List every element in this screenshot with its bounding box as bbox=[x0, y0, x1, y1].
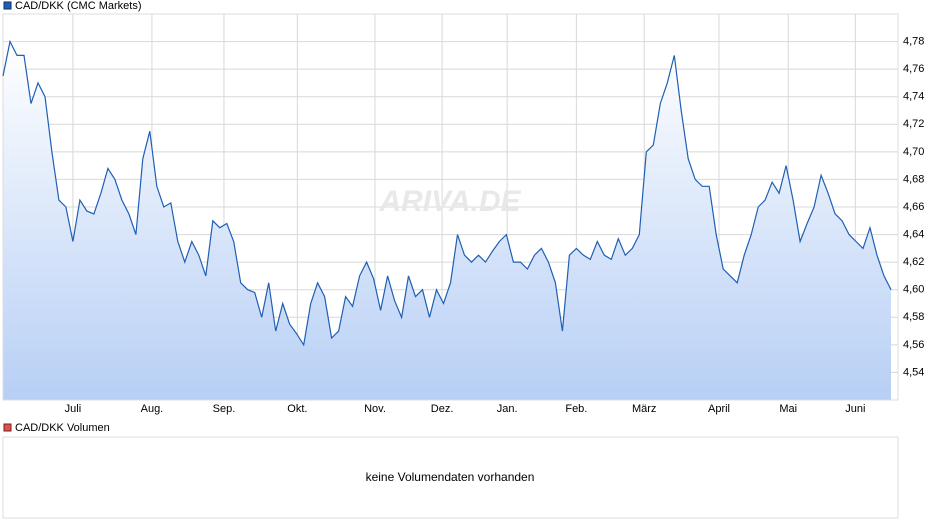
legend-label: CAD/DKK (CMC Markets) bbox=[15, 0, 142, 12]
y-tick-label: 4,58 bbox=[903, 311, 924, 323]
y-tick-label: 4,56 bbox=[903, 339, 924, 351]
y-tick-label: 4,66 bbox=[903, 201, 924, 213]
area bbox=[3, 41, 891, 400]
legend-label: CAD/DKK Volumen bbox=[15, 422, 110, 434]
x-tick-label: April bbox=[708, 403, 730, 415]
y-tick-label: 4,60 bbox=[903, 284, 924, 296]
x-tick-label: Aug. bbox=[141, 403, 164, 415]
y-tick-label: 4,68 bbox=[903, 173, 924, 185]
y-tick-label: 4,72 bbox=[903, 118, 924, 130]
x-tick-label: Juni bbox=[845, 403, 865, 415]
y-tick-label: 4,78 bbox=[903, 35, 924, 47]
x-tick-label: Nov. bbox=[364, 403, 386, 415]
x-tick-label: Dez. bbox=[431, 403, 454, 415]
legend-swatch bbox=[3, 1, 12, 10]
x-tick-label: Okt. bbox=[287, 403, 307, 415]
x-tick-label: Sep. bbox=[213, 403, 236, 415]
legend-swatch bbox=[3, 423, 12, 432]
volume-frame bbox=[2, 436, 899, 519]
x-tick-label: Mai bbox=[779, 403, 797, 415]
y-tick-label: 4,76 bbox=[903, 63, 924, 75]
y-tick-label: 4,74 bbox=[903, 91, 924, 103]
watermark: ARIVA.DE bbox=[378, 185, 521, 218]
x-tick-label: März bbox=[632, 403, 656, 415]
y-tick-label: 4,54 bbox=[903, 366, 924, 378]
x-tick-label: Feb. bbox=[565, 403, 587, 415]
x-tick-label: Jan. bbox=[497, 403, 518, 415]
line bbox=[2, 39, 892, 347]
y-tick-label: 4,64 bbox=[903, 228, 924, 240]
y-tick-label: 4,62 bbox=[903, 256, 924, 268]
no-data-message: keine Volumendaten vorhanden bbox=[366, 470, 535, 484]
y-tick-label: 4,70 bbox=[903, 146, 924, 158]
plot-frame bbox=[2, 13, 899, 401]
x-tick-label: Juli bbox=[65, 403, 82, 415]
